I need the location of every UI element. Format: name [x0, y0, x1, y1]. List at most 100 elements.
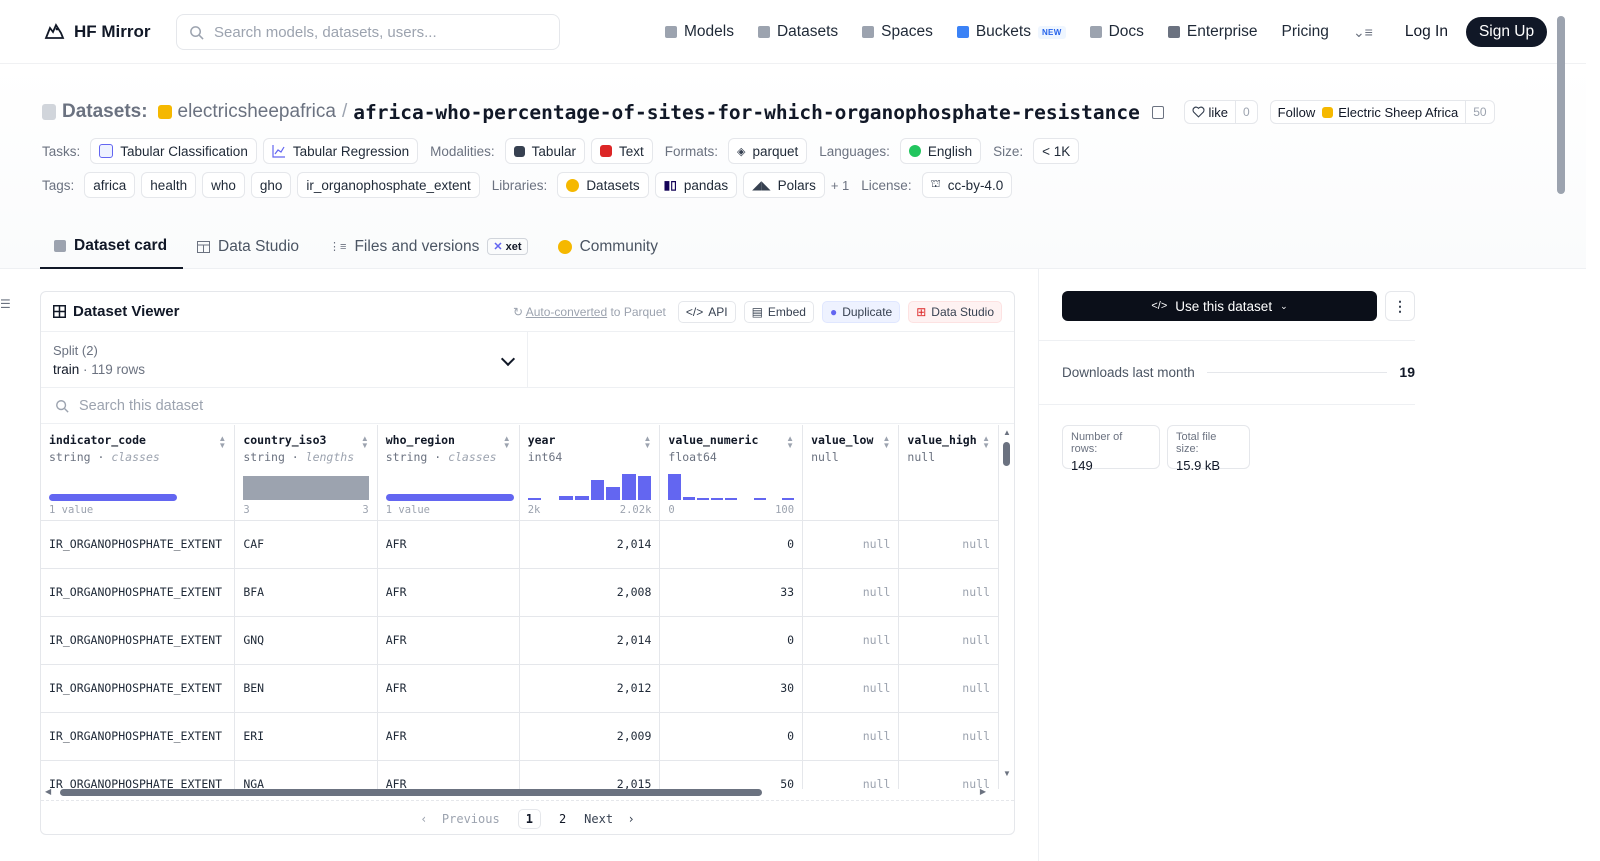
table-cell[interactable]: 0	[659, 520, 804, 569]
api-button[interactable]: </> API	[677, 300, 736, 323]
table-cell[interactable]: ERI	[234, 712, 378, 761]
tab-community[interactable]: Community	[544, 224, 674, 269]
table-cell[interactable]: BFA	[234, 568, 378, 617]
vertical-scroll-thumb[interactable]	[1003, 442, 1010, 466]
embed-button[interactable]: ▤ Embed	[743, 300, 814, 323]
table-cell[interactable]: null	[898, 760, 999, 789]
histogram-bar[interactable]	[668, 473, 681, 500]
table-cell[interactable]: 30	[659, 664, 804, 713]
table-cell[interactable]: IR_ORGANOPHOSPHATE_EXTENT	[41, 616, 236, 665]
class-distribution-bar[interactable]	[385, 493, 514, 501]
sort-icon[interactable]: ▲ ▼	[218, 434, 227, 450]
table-cell[interactable]: null	[898, 520, 999, 569]
table-cell[interactable]: AFR	[377, 616, 520, 665]
previous-page-button[interactable]: ‹ Previous	[420, 811, 500, 826]
table-cell[interactable]: null	[898, 568, 999, 617]
page-scroll-thumb[interactable]	[1557, 16, 1565, 194]
task-tag-tabular-regression[interactable]: Tabular Regression	[262, 138, 419, 164]
table-cell[interactable]: null	[802, 664, 900, 713]
nav-link-pricing[interactable]: Pricing	[1282, 23, 1329, 41]
column-header-country-iso3[interactable]: country_iso3 string · lengths ▲ ▼ 3 3	[234, 425, 378, 521]
table-cell[interactable]: 2,014	[519, 616, 661, 665]
sort-icon[interactable]: ▲ ▼	[982, 434, 990, 450]
table-cell[interactable]: IR_ORGANOPHOSPHATE_EXTENT	[41, 760, 236, 789]
table-cell[interactable]: null	[898, 616, 999, 665]
dataset-name[interactable]: africa-who-percentage-of-sites-for-which…	[353, 100, 1140, 124]
histogram-bar[interactable]	[559, 495, 573, 500]
table-row[interactable]: IR_ORGANOPHOSPHATE_EXTENT ERI AFR 2,009 0 nul…	[41, 712, 999, 761]
sort-icon[interactable]: ▲ ▼	[360, 434, 369, 450]
column-header-value-high[interactable]: value_high null ▲ ▼	[898, 425, 999, 521]
horizontal-scroll-thumb[interactable]	[60, 789, 762, 796]
table-cell[interactable]: NGA	[234, 760, 378, 789]
libraries-more[interactable]: + 1	[830, 177, 850, 193]
histogram-bar[interactable]	[781, 498, 795, 500]
scroll-down-icon[interactable]: ▼	[1003, 769, 1011, 778]
tag-africa[interactable]: africa	[84, 172, 136, 198]
nav-link-models[interactable]: Models	[665, 23, 734, 41]
table-cell[interactable]: IR_ORGANOPHOSPHATE_EXTENT	[41, 568, 236, 617]
library-tag-polars[interactable]: ◢◣ Polars	[743, 172, 825, 198]
duplicate-button[interactable]: ● Duplicate	[821, 300, 901, 323]
column-header-year[interactable]: year int64 ▲ ▼ 2k 2.02k	[519, 425, 661, 521]
table-row[interactable]: IR_ORGANOPHOSPHATE_EXTENT GNQ AFR 2,014 0 nul…	[41, 616, 999, 665]
nav-link-datasets[interactable]: Datasets	[757, 23, 838, 41]
page-2-button[interactable]: 2	[558, 811, 567, 826]
histogram-bar[interactable]	[682, 497, 695, 500]
brand-logo[interactable]: HF Mirror	[42, 20, 151, 44]
histogram-bar[interactable]	[637, 476, 652, 500]
table-cell[interactable]: AFR	[377, 760, 520, 789]
table-cell[interactable]: AFR	[377, 712, 520, 761]
signup-button[interactable]: Sign Up	[1465, 17, 1548, 47]
copy-icon[interactable]	[1151, 105, 1164, 119]
language-tag-english[interactable]: English	[899, 138, 982, 164]
table-cell[interactable]: IR_ORGANOPHOSPHATE_EXTENT	[41, 712, 236, 761]
table-cell[interactable]: 2,015	[519, 760, 661, 789]
table-row[interactable]: IR_ORGANOPHOSPHATE_EXTENT BEN AFR 2,012 30 nu…	[41, 664, 999, 713]
dataset-owner-link[interactable]: electricsheepafrica	[177, 101, 336, 122]
table-cell[interactable]: GNQ	[234, 616, 378, 665]
tag-health[interactable]: health	[141, 172, 197, 198]
table-cell[interactable]: 0	[659, 616, 804, 665]
split-selector[interactable]: Split (2) train · 119 rows	[41, 332, 528, 387]
nav-link-docs[interactable]: Docs	[1089, 23, 1144, 41]
histogram-bar[interactable]	[710, 498, 724, 500]
table-cell[interactable]: 2,009	[519, 712, 661, 761]
table-cell[interactable]: 2,014	[519, 520, 661, 569]
table-cell[interactable]: AFR	[377, 664, 520, 713]
histogram-bar[interactable]	[527, 498, 542, 500]
sort-icon[interactable]: ▲ ▼	[882, 434, 891, 450]
use-this-dataset-button[interactable]: </> Use this dataset ⌄	[1062, 291, 1377, 321]
like-button[interactable]: like 0	[1183, 100, 1258, 124]
modality-tag-tabular[interactable]: Tabular	[504, 138, 585, 164]
scroll-up-icon[interactable]: ▲	[1003, 428, 1011, 437]
next-page-button[interactable]: Next ›	[584, 811, 635, 826]
table-row[interactable]: IR_ORGANOPHOSPHATE_EXTENT CAF AFR 2,014 0 nul…	[41, 520, 999, 569]
task-tag-tabular-classification[interactable]: Tabular Classification	[90, 138, 257, 164]
nav-link-enterprise[interactable]: Enterprise	[1167, 23, 1258, 41]
table-cell[interactable]: null	[802, 568, 900, 617]
table-cell[interactable]: AFR	[377, 568, 520, 617]
tag-ir-organophosphate-extent[interactable]: ir_organophosphate_extent	[297, 172, 480, 198]
more-menu-icon[interactable]: ⌄≡	[1352, 23, 1373, 40]
table-cell[interactable]: null	[898, 712, 999, 761]
column-header-indicator-code[interactable]: indicator_code string · classes ▲ ▼ 1 value	[41, 425, 236, 521]
table-cell[interactable]: 0	[659, 712, 804, 761]
scroll-right-icon[interactable]: ▶	[979, 787, 986, 796]
size-tag[interactable]: < 1K	[1033, 138, 1080, 164]
global-search-input[interactable]	[214, 23, 544, 41]
table-cell[interactable]: 50	[659, 760, 804, 789]
histogram-bar[interactable]	[725, 498, 738, 500]
sort-icon[interactable]: ▲ ▼	[643, 434, 652, 450]
histogram-bar[interactable]	[590, 480, 605, 500]
table-row[interactable]: IR_ORGANOPHOSPHATE_EXTENT NGA AFR 2,015 50 nu…	[41, 760, 999, 789]
horizontal-scrollbar[interactable]: ◀ ▶	[45, 787, 1000, 799]
scroll-left-icon[interactable]: ◀	[45, 787, 52, 796]
license-tag[interactable]: ⛫ cc-by-4.0	[921, 172, 1013, 198]
table-cell[interactable]: null	[802, 616, 900, 665]
length-distribution-bar[interactable]	[243, 475, 369, 500]
modality-tag-text[interactable]: Text	[590, 138, 653, 164]
tag-gho[interactable]: gho	[250, 172, 292, 198]
dataset-search[interactable]	[41, 388, 1014, 424]
nav-link-spaces[interactable]: Spaces	[862, 23, 933, 41]
